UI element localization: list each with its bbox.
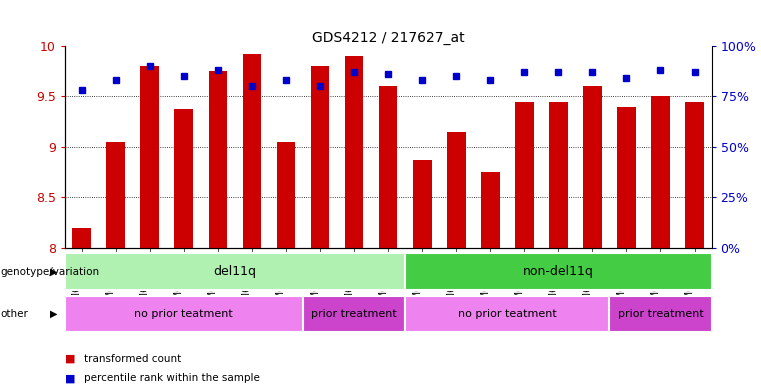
Bar bbox=[243, 54, 261, 248]
Bar bbox=[405, 296, 610, 332]
Text: ■: ■ bbox=[65, 373, 75, 383]
Bar bbox=[303, 296, 405, 332]
Text: del11q: del11q bbox=[213, 265, 256, 278]
Bar bbox=[379, 86, 397, 248]
Text: non-del11q: non-del11q bbox=[523, 265, 594, 278]
Text: ▶: ▶ bbox=[49, 309, 57, 319]
Bar bbox=[412, 160, 431, 248]
Bar bbox=[276, 142, 295, 248]
Bar bbox=[65, 253, 405, 290]
Bar bbox=[174, 109, 193, 248]
Text: ▶: ▶ bbox=[49, 266, 57, 277]
Bar bbox=[107, 142, 125, 248]
Text: no prior teatment: no prior teatment bbox=[135, 309, 233, 319]
Text: genotype/variation: genotype/variation bbox=[1, 266, 100, 277]
Bar bbox=[141, 66, 159, 248]
Bar bbox=[72, 228, 91, 248]
Title: GDS4212 / 217627_at: GDS4212 / 217627_at bbox=[312, 31, 464, 45]
Text: prior treatment: prior treatment bbox=[311, 309, 397, 319]
Text: prior treatment: prior treatment bbox=[618, 309, 703, 319]
Bar bbox=[651, 96, 670, 248]
Text: percentile rank within the sample: percentile rank within the sample bbox=[84, 373, 260, 383]
Bar bbox=[447, 132, 466, 248]
Text: transformed count: transformed count bbox=[84, 354, 181, 364]
Bar bbox=[405, 253, 712, 290]
Bar bbox=[610, 296, 712, 332]
Bar bbox=[685, 101, 704, 248]
Bar bbox=[549, 101, 568, 248]
Bar bbox=[481, 172, 500, 248]
Bar bbox=[209, 71, 228, 248]
Bar bbox=[345, 56, 364, 248]
Bar bbox=[617, 107, 635, 248]
Bar bbox=[65, 296, 303, 332]
Bar bbox=[310, 66, 330, 248]
Text: ■: ■ bbox=[65, 354, 75, 364]
Bar bbox=[515, 101, 533, 248]
Bar bbox=[583, 86, 602, 248]
Text: no prior teatment: no prior teatment bbox=[458, 309, 556, 319]
Text: other: other bbox=[1, 309, 29, 319]
